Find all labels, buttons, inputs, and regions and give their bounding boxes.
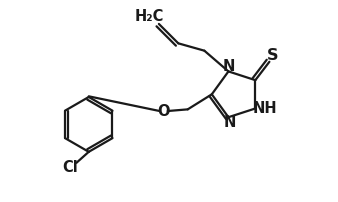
Text: O: O	[158, 104, 170, 119]
Text: H₂C: H₂C	[135, 9, 164, 24]
Text: NH: NH	[252, 101, 277, 116]
Text: Cl: Cl	[62, 160, 78, 175]
Text: N: N	[224, 115, 236, 130]
Text: N: N	[222, 59, 235, 74]
Text: S: S	[267, 48, 279, 63]
